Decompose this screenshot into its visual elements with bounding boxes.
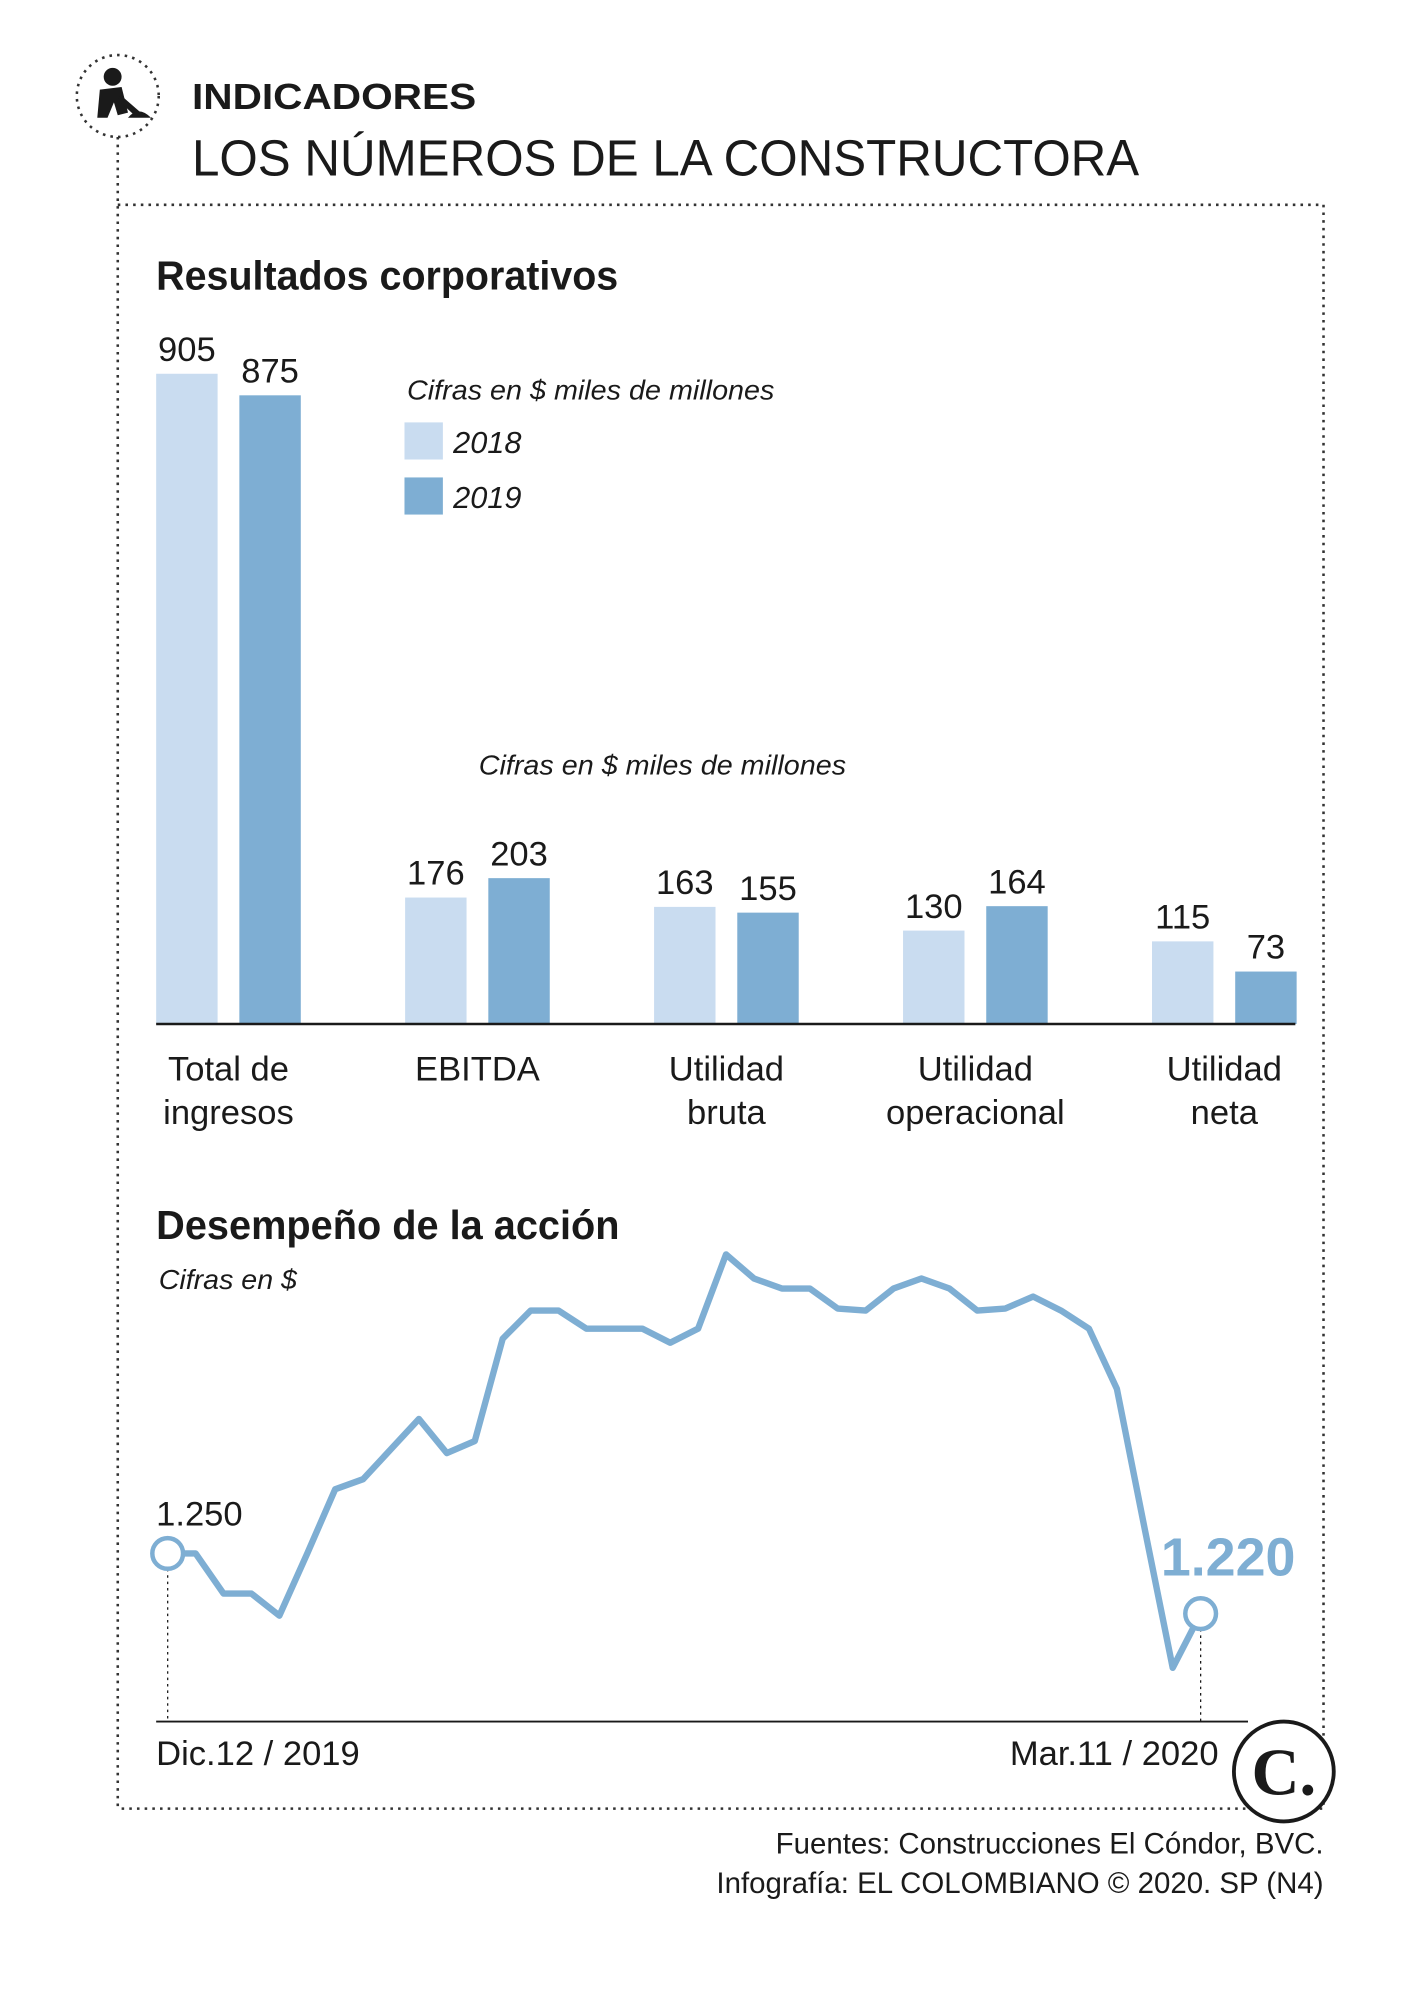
start-value-label: 1.250 <box>156 1495 242 1533</box>
bar-value-label: 115 <box>1155 899 1210 937</box>
bar-value-label: 155 <box>739 870 797 908</box>
bar-title: Resultados corporativos <box>156 252 618 298</box>
bar-value-label: 203 <box>490 835 548 873</box>
bar <box>903 930 965 1024</box>
bar <box>654 906 716 1024</box>
category-label: Utilidad operacional <box>886 1049 1065 1132</box>
end-marker <box>1183 1596 1219 1632</box>
legend-label: 2018 <box>452 425 521 460</box>
page-title: LOS NÚMEROS DE LA CONSTRUCTORA <box>192 129 1140 186</box>
frame-border <box>117 203 1325 1810</box>
icon-ring <box>75 53 160 139</box>
bar <box>986 906 1048 1024</box>
bar <box>156 373 218 1024</box>
worker-icon <box>97 67 152 118</box>
end-value-label: 1.220 <box>1161 1527 1296 1587</box>
bar <box>488 878 550 1024</box>
category-label-box: Utilidad operacional <box>822 1047 1129 1134</box>
frame <box>75 53 1325 1810</box>
legend-swatch <box>404 422 443 460</box>
bar-value-label: 73 <box>1247 929 1285 967</box>
bar <box>737 912 799 1024</box>
bar-value-label: 163 <box>656 864 714 902</box>
bar <box>239 395 301 1024</box>
sources: Fuentes: Construcciones El Cóndor, BVC. <box>776 1827 1324 1860</box>
category-label-box: Total de ingresos <box>75 1047 382 1134</box>
category-label: Utilidad bruta <box>668 1049 785 1132</box>
category-label: Utilidad neta <box>1166 1049 1282 1132</box>
category-label: Total de ingresos <box>163 1049 294 1132</box>
category-label-box: Utilidad neta <box>1071 1047 1378 1134</box>
category-label-wrap: Utilidad bruta <box>573 1047 880 1134</box>
category-label-wrap: EBITDA <box>324 1047 631 1091</box>
category-label-box: EBITDA <box>324 1047 631 1091</box>
bar-note: Cifras en $ miles de millones <box>479 749 846 780</box>
logo-ring <box>1232 1719 1336 1824</box>
bar <box>405 897 467 1024</box>
price-line <box>167 1251 1204 1672</box>
category-label-box: Utilidad bruta <box>573 1047 880 1134</box>
bar-value-label: 176 <box>407 855 465 893</box>
x-label: Dic.12 / 2019 <box>156 1735 360 1773</box>
bar-value-label: 130 <box>905 888 963 926</box>
category-label-wrap: Total de ingresos <box>75 1047 382 1134</box>
end-marker <box>150 1535 186 1572</box>
bar-value-label: 164 <box>988 863 1046 901</box>
kicker: INDICADORES <box>192 77 476 117</box>
credit: Infografía: EL COLOMBIANO © 2020. SP (N4… <box>716 1867 1323 1900</box>
x-label: Mar.11 / 2020 <box>1010 1735 1219 1773</box>
category-label-wrap: Utilidad operacional <box>822 1047 1129 1134</box>
category-label: EBITDA <box>415 1049 540 1088</box>
legend-label: 2019 <box>452 480 521 515</box>
bar <box>1152 941 1214 1024</box>
bar-value-label: 905 <box>158 331 216 369</box>
line-title: Desempeño de la acción <box>156 1202 619 1248</box>
legend-note: Cifras en $ miles de millones <box>407 374 774 405</box>
legend-swatch <box>404 477 443 515</box>
bar-value-label: 875 <box>241 353 299 391</box>
line-subtitle: Cifras en $ <box>159 1264 299 1295</box>
logo: C. <box>1251 1737 1316 1810</box>
bar <box>1235 971 1297 1024</box>
category-label-wrap: Utilidad neta <box>1071 1047 1378 1134</box>
